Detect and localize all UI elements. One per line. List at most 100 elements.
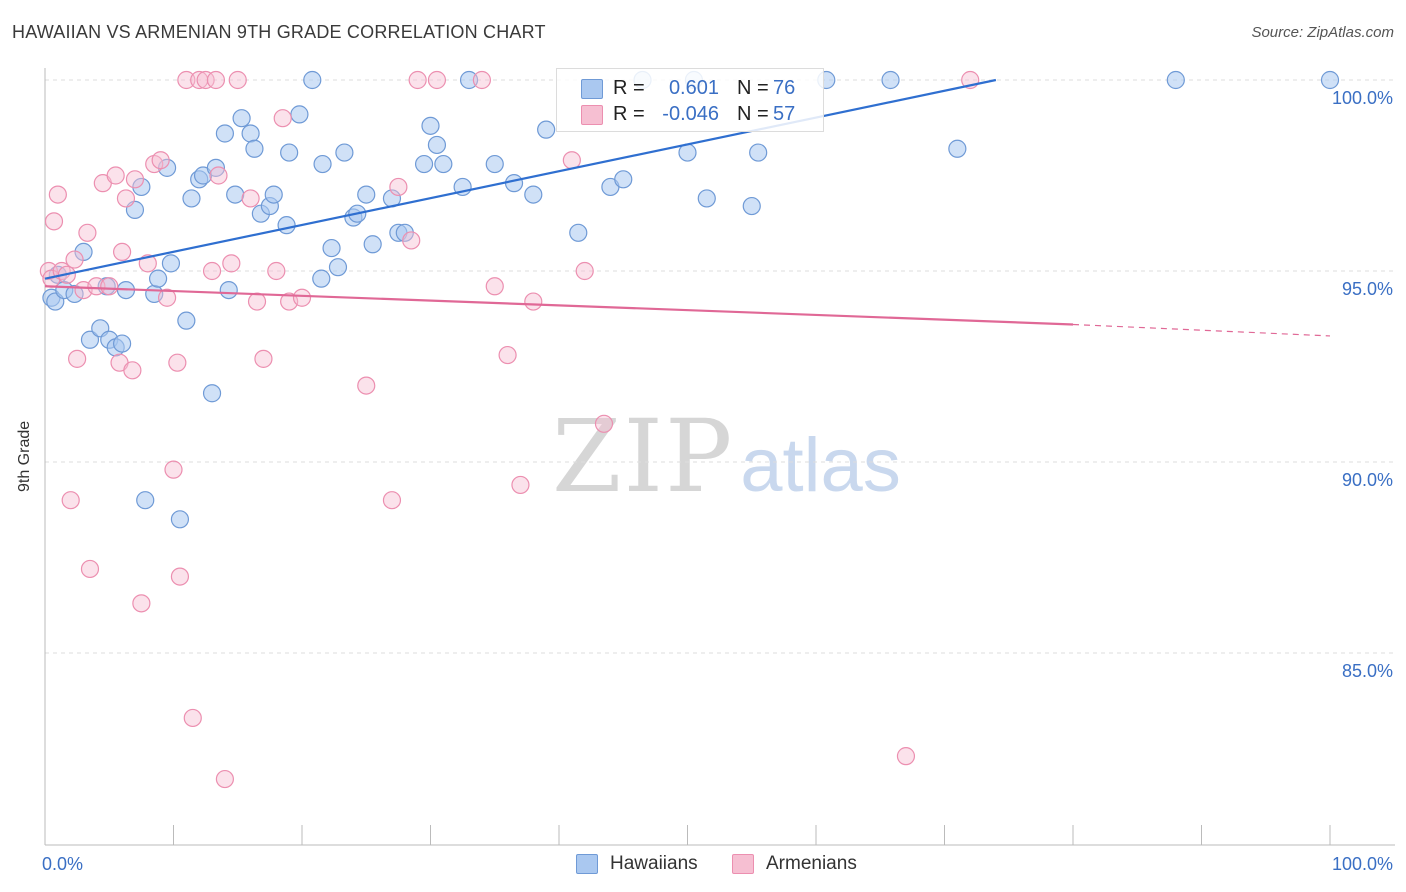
- hawaiians-point: [290, 105, 309, 124]
- armenians-trend-line: [44, 285, 1074, 326]
- r-label: R =: [613, 103, 645, 125]
- legend-row-hawaiians: R = 0.601 N = 76: [557, 75, 823, 103]
- hawaiians-point: [697, 189, 716, 208]
- legend-row-armenians: R = -0.046 N = 57: [557, 101, 823, 129]
- hawaiians-points: [42, 70, 1340, 529]
- x-tick-label: 100.0%: [1332, 854, 1393, 874]
- armenians-point: [100, 277, 119, 296]
- armenians-point: [123, 361, 142, 380]
- hawaiians-point: [363, 235, 382, 254]
- armenians-point: [61, 491, 80, 510]
- armenians-point: [472, 70, 491, 90]
- n-value: 57: [773, 103, 796, 125]
- hawaiians-point: [170, 510, 190, 529]
- armenians-point: [575, 261, 594, 281]
- armenians-point: [116, 189, 136, 208]
- hawaiians-point: [215, 124, 234, 143]
- armenians-point: [389, 177, 408, 197]
- armenians-point: [357, 376, 376, 395]
- armenians-point: [206, 70, 226, 90]
- trend-lines: [44, 78, 1331, 337]
- armenians-point: [498, 345, 517, 365]
- armenians-point: [485, 277, 504, 296]
- hawaiians-point: [219, 281, 238, 300]
- hawaiians-point: [485, 154, 504, 174]
- hawaiians-point: [161, 254, 181, 273]
- hawaiians-point: [136, 491, 155, 510]
- hawaiians-point: [313, 154, 332, 174]
- hawaiians-point: [112, 334, 132, 353]
- armenians-point: [222, 254, 241, 273]
- hawaiians-point: [357, 185, 376, 204]
- hawaiians-point: [504, 174, 524, 193]
- hawaiians-point: [1320, 70, 1340, 90]
- armenians-swatch: [581, 105, 603, 125]
- armenians-point: [168, 353, 187, 372]
- armenians-point: [170, 567, 190, 586]
- watermark-atlas: atlas: [740, 423, 901, 508]
- hawaiians-point: [280, 143, 299, 162]
- hawaiians-point: [303, 70, 322, 90]
- armenians-swatch: [732, 854, 754, 874]
- hawaiians-point: [264, 185, 283, 204]
- hawaiians-point: [881, 70, 900, 90]
- hawaiians-point: [742, 196, 761, 216]
- r-value: 0.601: [668, 77, 719, 99]
- y-tick-label: 90.0%: [1342, 470, 1393, 490]
- armenians-point: [125, 170, 145, 189]
- armenians-point: [273, 109, 292, 128]
- armenians-point: [562, 151, 581, 170]
- armenians-point: [151, 151, 170, 170]
- hawaiians-point: [202, 384, 222, 403]
- hawaiians-point: [569, 223, 588, 242]
- hawaiians-point: [749, 143, 768, 162]
- armenians-point: [196, 70, 215, 90]
- chart-title: HAWAIIAN VS ARMENIAN 9TH GRADE CORRELATI…: [12, 22, 546, 42]
- series-legend: Hawaiians Armenians: [0, 852, 1406, 878]
- n-label: N =: [737, 77, 769, 99]
- armenians-point: [48, 185, 67, 204]
- armenians-point: [594, 414, 614, 433]
- hawaiians-point: [395, 223, 414, 242]
- armenians-point: [408, 70, 427, 90]
- hawaiians-point: [614, 170, 633, 189]
- armenians-point: [228, 70, 247, 90]
- watermark: ZIPatlas: [552, 398, 901, 515]
- hawaiians-point: [948, 139, 967, 158]
- hawaiians-point: [335, 143, 354, 162]
- hawaiians-swatch: [576, 854, 598, 874]
- armenians-point: [132, 594, 151, 613]
- armenians-point: [106, 166, 125, 185]
- legend-label-armenians: Armenians: [766, 853, 857, 874]
- hawaiians-point: [80, 330, 100, 349]
- hawaiians-point: [132, 177, 151, 197]
- armenians-point: [267, 261, 286, 281]
- axes: [44, 68, 1395, 846]
- hawaiians-point: [177, 311, 196, 330]
- gridlines: [45, 79, 1395, 654]
- armenians-point: [112, 242, 132, 261]
- armenians-point: [292, 288, 312, 307]
- armenians-points: [39, 70, 980, 789]
- tick-labels: 85.0% 90.0% 95.0% 100.0% 0.0% 100.0%: [42, 88, 1393, 874]
- hawaiians-point: [434, 154, 453, 174]
- hawaiians-point: [524, 185, 543, 204]
- hawaiians-point: [427, 135, 447, 155]
- hawaiians-point: [312, 269, 331, 288]
- y-tick-label: 100.0%: [1332, 88, 1393, 108]
- hawaiians-point: [1166, 70, 1185, 90]
- armenians-point: [68, 349, 87, 368]
- legend-label-hawaiians: Hawaiians: [610, 853, 698, 874]
- armenians-point: [382, 491, 402, 510]
- armenians-trend-extension: [1072, 323, 1331, 337]
- hawaiians-point: [182, 189, 201, 208]
- armenians-point: [241, 189, 260, 208]
- hawaiians-point: [537, 120, 556, 139]
- correlation-legend: R = 0.601 N = 76 R = -0.046 N = 57: [556, 68, 824, 132]
- hawaiians-point: [459, 70, 479, 90]
- r-label: R =: [613, 77, 645, 99]
- hawaiians-point: [328, 258, 348, 277]
- hawaiians-point: [322, 238, 341, 258]
- hawaiians-point: [65, 284, 84, 304]
